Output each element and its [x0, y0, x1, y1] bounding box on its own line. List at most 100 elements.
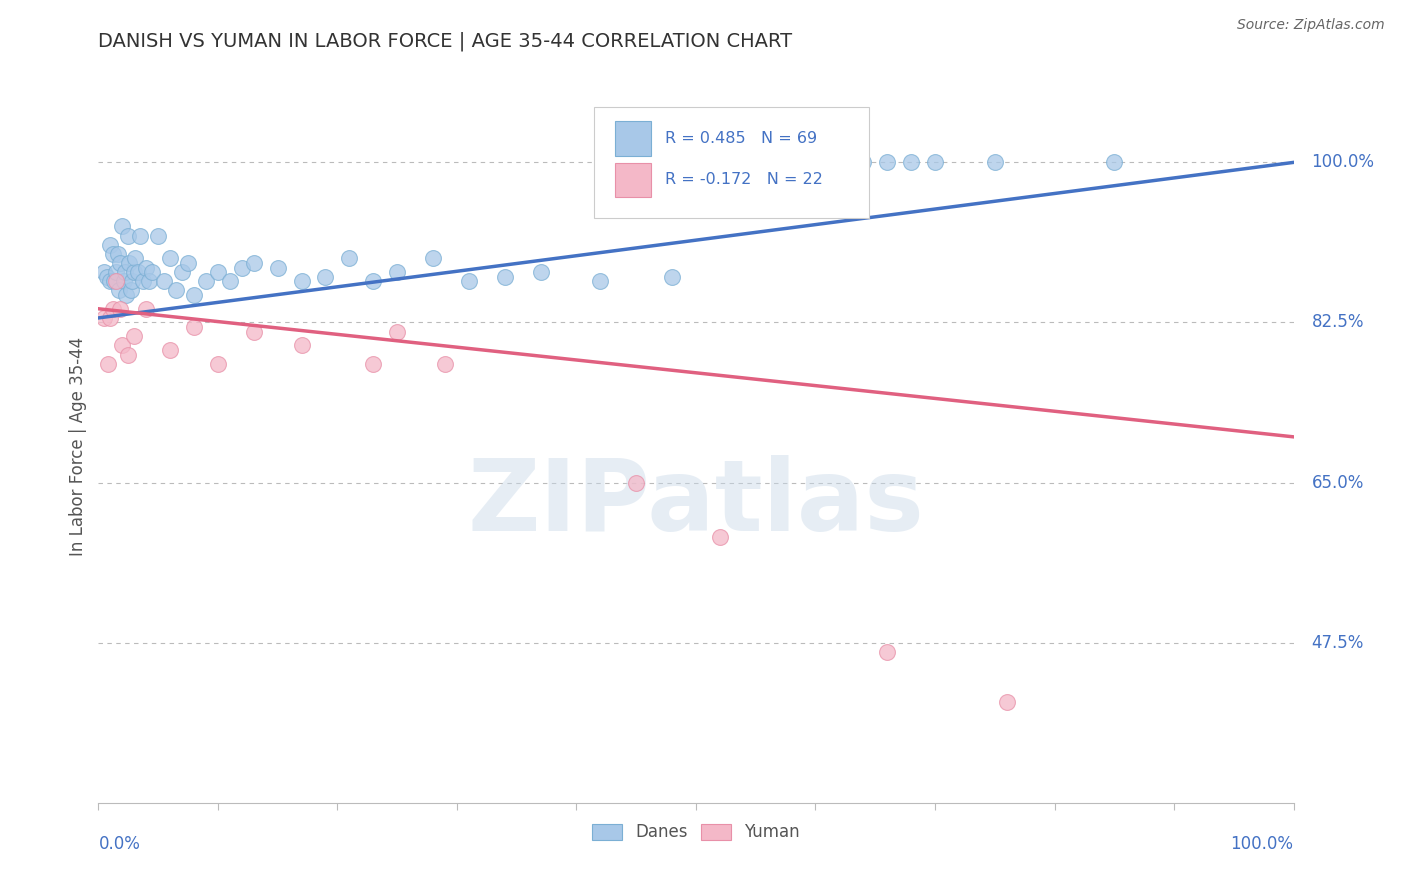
Point: [135, 301, 157, 316]
Point: [219, 274, 242, 288]
Point: [243, 325, 266, 339]
Point: [458, 274, 481, 288]
Point: [434, 357, 457, 371]
Point: [107, 284, 129, 298]
Point: [124, 265, 146, 279]
FancyBboxPatch shape: [595, 107, 869, 218]
Point: [97, 357, 120, 371]
Point: [115, 288, 138, 302]
Point: [127, 265, 149, 279]
Point: [745, 155, 768, 169]
Point: [793, 155, 815, 169]
Text: R = -0.172   N = 22: R = -0.172 N = 22: [665, 172, 823, 187]
Point: [138, 274, 160, 288]
Point: [841, 155, 863, 169]
Point: [183, 320, 205, 334]
Point: [315, 269, 337, 284]
Point: [124, 329, 146, 343]
Point: [876, 155, 898, 169]
Point: [148, 228, 170, 243]
Point: [101, 247, 124, 261]
Point: [159, 252, 181, 266]
Point: [995, 695, 1018, 709]
Point: [165, 284, 187, 298]
Point: [93, 310, 115, 325]
Point: [101, 301, 124, 316]
Point: [96, 269, 118, 284]
Point: [815, 155, 838, 169]
Point: [141, 265, 163, 279]
Point: [183, 288, 205, 302]
Point: [589, 274, 612, 288]
Text: 100.0%: 100.0%: [1230, 835, 1294, 853]
Point: [733, 155, 755, 169]
Point: [267, 260, 290, 275]
Point: [108, 256, 131, 270]
Point: [852, 155, 875, 169]
Point: [709, 155, 731, 169]
Point: [207, 357, 229, 371]
Point: [120, 284, 142, 298]
Text: 100.0%: 100.0%: [1312, 153, 1375, 171]
Point: [709, 531, 731, 545]
Point: [135, 260, 157, 275]
Point: [121, 274, 143, 288]
Point: [98, 274, 122, 288]
Point: [172, 265, 194, 279]
Point: [131, 274, 153, 288]
Point: [107, 247, 129, 261]
Text: 65.0%: 65.0%: [1312, 474, 1364, 491]
Text: 47.5%: 47.5%: [1312, 633, 1364, 652]
Point: [117, 347, 139, 361]
Point: [207, 265, 229, 279]
Point: [422, 252, 444, 266]
Point: [291, 338, 314, 352]
Point: [530, 265, 553, 279]
Point: [177, 256, 200, 270]
Point: [112, 274, 135, 288]
Legend: Danes, Yuman: Danes, Yuman: [585, 817, 807, 848]
Point: [721, 155, 744, 169]
Point: [231, 260, 253, 275]
Point: [291, 274, 314, 288]
Point: [363, 357, 385, 371]
Point: [661, 269, 683, 284]
Point: [876, 645, 898, 659]
Point: [626, 475, 648, 490]
Point: [385, 325, 409, 339]
Point: [111, 219, 134, 234]
Point: [108, 301, 131, 316]
Point: [924, 155, 946, 169]
Point: [900, 155, 922, 169]
Point: [153, 274, 176, 288]
Text: 0.0%: 0.0%: [98, 835, 141, 853]
Bar: [614, 162, 651, 197]
Point: [93, 265, 115, 279]
Point: [117, 228, 139, 243]
Point: [339, 252, 361, 266]
Text: R = 0.485   N = 69: R = 0.485 N = 69: [665, 131, 817, 146]
Text: Source: ZipAtlas.com: Source: ZipAtlas.com: [1237, 18, 1385, 32]
Point: [103, 274, 125, 288]
Point: [780, 155, 803, 169]
Point: [118, 256, 141, 270]
Text: ZIPatlas: ZIPatlas: [468, 455, 924, 551]
Point: [114, 265, 136, 279]
Text: DANISH VS YUMAN IN LABOR FORCE | AGE 35-44 CORRELATION CHART: DANISH VS YUMAN IN LABOR FORCE | AGE 35-…: [98, 31, 793, 51]
Point: [129, 228, 152, 243]
Point: [98, 310, 122, 325]
Point: [363, 274, 385, 288]
Point: [111, 338, 134, 352]
Point: [243, 256, 266, 270]
Point: [98, 237, 122, 252]
Point: [828, 155, 851, 169]
Point: [1104, 155, 1126, 169]
Text: 82.5%: 82.5%: [1312, 313, 1364, 332]
Point: [195, 274, 218, 288]
Point: [756, 155, 779, 169]
Point: [804, 155, 827, 169]
Point: [385, 265, 409, 279]
Point: [984, 155, 1007, 169]
Point: [697, 155, 720, 169]
Point: [159, 343, 181, 357]
